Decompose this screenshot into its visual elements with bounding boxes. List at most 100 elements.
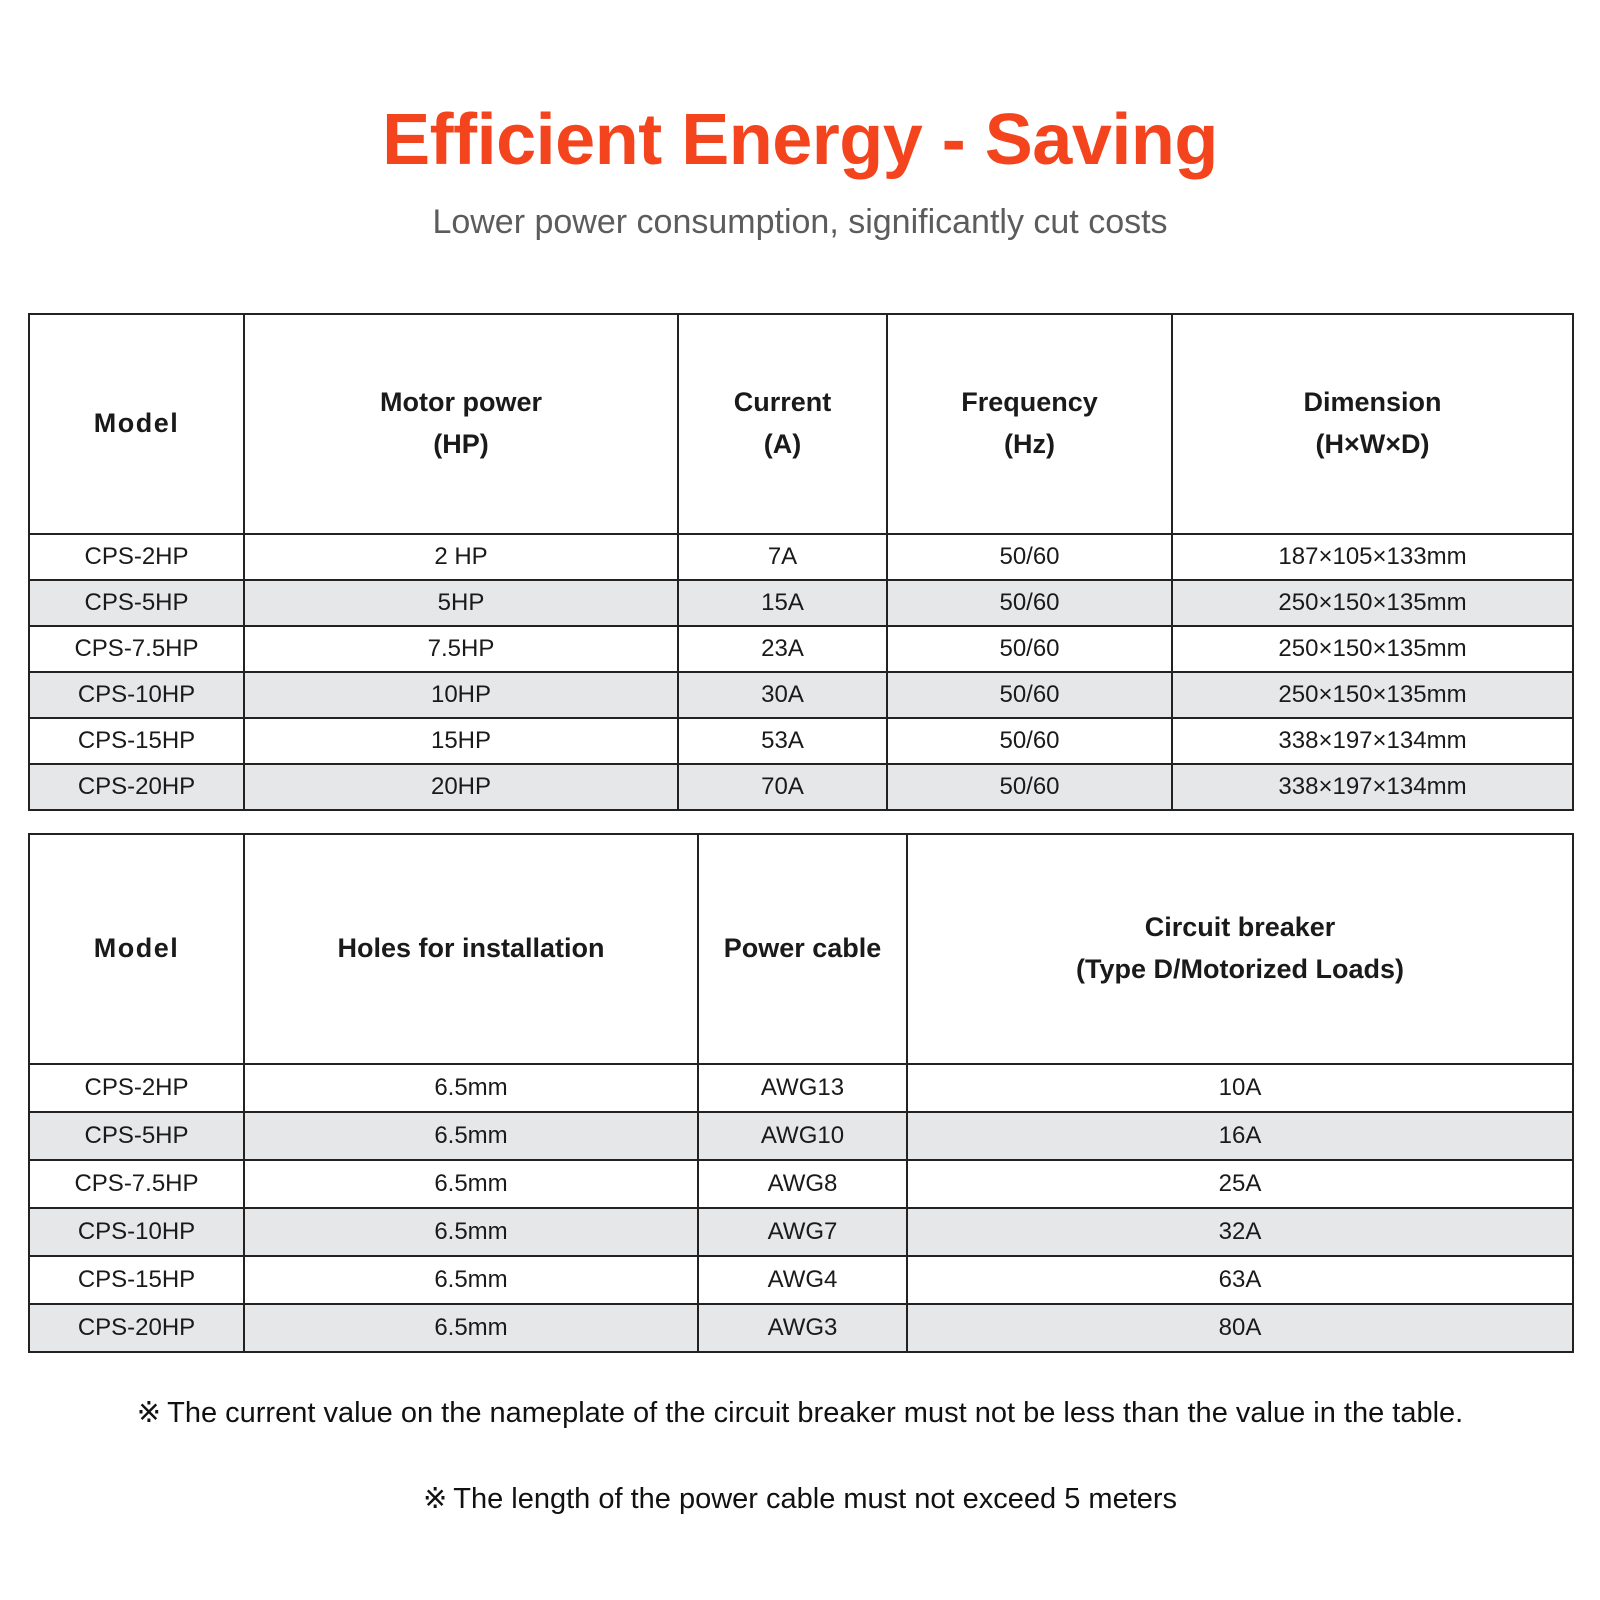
cell-motor-power: 10HP xyxy=(243,671,679,719)
column-header-current-line2: (A) xyxy=(763,429,802,459)
column-header-frequency-line1: Frequency xyxy=(961,387,1098,418)
cell-motor-power: 2 HP xyxy=(243,533,679,581)
cell-model: CPS-7.5HP xyxy=(28,625,245,673)
column-header-current-line1: Current xyxy=(733,387,832,418)
cell-model: CPS-2HP xyxy=(28,533,245,581)
cell-motor-power: 7.5HP xyxy=(243,625,679,673)
cell-dimension: 338×197×134mm xyxy=(1171,717,1574,765)
cell-frequency: 50/60 xyxy=(886,671,1173,719)
column-header-frequency-line2: (Hz) xyxy=(1004,429,1055,459)
cell-model: CPS-20HP xyxy=(28,763,245,811)
column-header-dimension-line1: Dimension xyxy=(1303,387,1442,418)
cell-power-cable: AWG4 xyxy=(697,1255,908,1305)
column-header-dimension: Dimension (H×W×D) xyxy=(1171,313,1574,535)
cell-current: 23A xyxy=(677,625,888,673)
table-row: CPS-20HP 6.5mm AWG3 80A xyxy=(28,1303,1574,1353)
footnote-cable-length: ※ The length of the power cable must not … xyxy=(0,1481,1600,1517)
cell-model: CPS-7.5HP xyxy=(28,1159,245,1209)
cell-model: CPS-5HP xyxy=(28,1111,245,1161)
cell-frequency: 50/60 xyxy=(886,625,1173,673)
cell-dimension: 250×150×135mm xyxy=(1171,625,1574,673)
column-header-model-line1: Model xyxy=(93,408,180,439)
cell-holes: 6.5mm xyxy=(243,1255,699,1305)
table-row: CPS-15HP 15HP 53A 50/60 338×197×134mm xyxy=(28,717,1574,765)
table-header-row: Model Motor power (HP) Current (A) Frequ… xyxy=(28,313,1574,535)
cell-power-cable: AWG13 xyxy=(697,1063,908,1113)
cell-circuit-breaker: 10A xyxy=(906,1063,1574,1113)
cell-holes: 6.5mm xyxy=(243,1111,699,1161)
installation-table: Model Holes for installation Power cable… xyxy=(28,833,1574,1353)
specifications-table: Model Motor power (HP) Current (A) Frequ… xyxy=(28,313,1574,811)
column-header-motor-power-line2: (HP) xyxy=(433,429,489,459)
cell-motor-power: 20HP xyxy=(243,763,679,811)
table-row: CPS-7.5HP 7.5HP 23A 50/60 250×150×135mm xyxy=(28,625,1574,673)
cell-power-cable: AWG8 xyxy=(697,1159,908,1209)
cell-circuit-breaker: 25A xyxy=(906,1159,1574,1209)
table-row: CPS-2HP 2 HP 7A 50/60 187×105×133mm xyxy=(28,533,1574,581)
page-title: Efficient Energy - Saving xyxy=(382,100,1218,180)
cell-motor-power: 5HP xyxy=(243,579,679,627)
cell-holes: 6.5mm xyxy=(243,1303,699,1353)
column-header-frequency: Frequency (Hz) xyxy=(886,313,1173,535)
cell-model: CPS-20HP xyxy=(28,1303,245,1353)
column-header-power-cable-line1: Power cable xyxy=(723,933,882,964)
cell-holes: 6.5mm xyxy=(243,1207,699,1257)
cell-power-cable: AWG10 xyxy=(697,1111,908,1161)
cell-circuit-breaker: 63A xyxy=(906,1255,1574,1305)
cell-current: 53A xyxy=(677,717,888,765)
installation-table-body: CPS-2HP 6.5mm AWG13 10A CPS-5HP 6.5mm AW… xyxy=(28,1063,1574,1353)
column-header-current: Current (A) xyxy=(677,313,888,535)
column-header-motor-power-line1: Motor power xyxy=(380,387,542,418)
cell-power-cable: AWG3 xyxy=(697,1303,908,1353)
column-header-holes-line1: Holes for installation xyxy=(337,933,605,964)
table-row: CPS-7.5HP 6.5mm AWG8 25A xyxy=(28,1159,1574,1209)
table-row: CPS-5HP 5HP 15A 50/60 250×150×135mm xyxy=(28,579,1574,627)
reference-mark-icon: ※ xyxy=(136,1397,162,1429)
cell-current: 70A xyxy=(677,763,888,811)
footnote-text: The length of the power cable must not e… xyxy=(453,1483,1178,1516)
cell-model: CPS-5HP xyxy=(28,579,245,627)
specifications-table-body: CPS-2HP 2 HP 7A 50/60 187×105×133mm CPS-… xyxy=(28,533,1574,811)
cell-model: CPS-10HP xyxy=(28,671,245,719)
cell-model: CPS-10HP xyxy=(28,1207,245,1257)
table-row: CPS-20HP 20HP 70A 50/60 338×197×134mm xyxy=(28,763,1574,811)
cell-motor-power: 15HP xyxy=(243,717,679,765)
cell-current: 30A xyxy=(677,671,888,719)
cell-dimension: 250×150×135mm xyxy=(1171,671,1574,719)
cell-current: 15A xyxy=(677,579,888,627)
table-row: CPS-15HP 6.5mm AWG4 63A xyxy=(28,1255,1574,1305)
column-header-motor-power: Motor power (HP) xyxy=(243,313,679,535)
column-header-model-line1: Model xyxy=(93,933,180,964)
table-header-row: Model Holes for installation Power cable… xyxy=(28,833,1574,1065)
reference-mark-icon: ※ xyxy=(422,1483,448,1516)
page-subtitle: Lower power consumption, significantly c… xyxy=(432,203,1168,241)
cell-holes: 6.5mm xyxy=(243,1159,699,1209)
footnotes: ※ The current value on the nameplate of t… xyxy=(0,1395,1600,1518)
table-row: CPS-5HP 6.5mm AWG10 16A xyxy=(28,1111,1574,1161)
column-header-model: Model xyxy=(28,313,245,535)
page-heading: Efficient Energy - Saving Lower power co… xyxy=(0,0,1600,243)
cell-dimension: 187×105×133mm xyxy=(1171,533,1574,581)
column-header-model: Model xyxy=(28,833,245,1065)
column-header-holes-for-installation: Holes for installation xyxy=(243,833,699,1065)
cell-dimension: 250×150×135mm xyxy=(1171,579,1574,627)
table-row: CPS-2HP 6.5mm AWG13 10A xyxy=(28,1063,1574,1113)
cell-power-cable: AWG7 xyxy=(697,1207,908,1257)
column-header-circuit-breaker-line1: Circuit breaker xyxy=(1144,912,1336,943)
column-header-circuit-breaker: Circuit breaker (Type D/Motorized Loads) xyxy=(906,833,1574,1065)
cell-current: 7A xyxy=(677,533,888,581)
cell-circuit-breaker: 80A xyxy=(906,1303,1574,1353)
specifications-table-header: Model Motor power (HP) Current (A) Frequ… xyxy=(28,313,1574,535)
cell-model: CPS-15HP xyxy=(28,1255,245,1305)
cell-circuit-breaker: 32A xyxy=(906,1207,1574,1257)
installation-table-header: Model Holes for installation Power cable… xyxy=(28,833,1574,1065)
cell-frequency: 50/60 xyxy=(886,717,1173,765)
table-row: CPS-10HP 10HP 30A 50/60 250×150×135mm xyxy=(28,671,1574,719)
footnote-text: The current value on the nameplate of th… xyxy=(167,1397,1464,1429)
cell-holes: 6.5mm xyxy=(243,1063,699,1113)
cell-frequency: 50/60 xyxy=(886,579,1173,627)
footnote-circuit-breaker: ※ The current value on the nameplate of t… xyxy=(0,1395,1600,1431)
table-row: CPS-10HP 6.5mm AWG7 32A xyxy=(28,1207,1574,1257)
cell-frequency: 50/60 xyxy=(886,533,1173,581)
